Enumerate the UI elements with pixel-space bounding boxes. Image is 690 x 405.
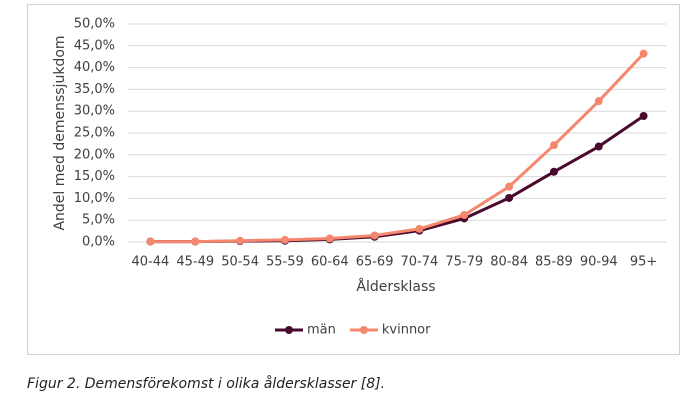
y-tick-label: 30,0% [74, 104, 115, 119]
series-line [150, 52, 645, 244]
data-point [549, 141, 558, 150]
x-tick-label: 65-69 [356, 255, 394, 270]
data-point [280, 235, 289, 244]
x-tick-label: 75-79 [445, 255, 483, 270]
data-point [639, 49, 648, 58]
legend-label: män [307, 323, 336, 338]
series-line [150, 114, 645, 244]
y-tick-label: 25,0% [74, 126, 115, 141]
data-point [505, 193, 514, 202]
y-tick-label: 35,0% [74, 82, 115, 97]
caption: Figur 2. Demensförekomst i olika åldersk… [27, 375, 385, 392]
x-tick-label: 80-84 [490, 255, 528, 270]
chart-frame [27, 4, 680, 355]
y-tick-label: 50,0% [74, 17, 115, 32]
y-tick-label: 40,0% [74, 60, 115, 75]
x-tick-label: 60-64 [311, 255, 349, 270]
x-tick-label: 40-44 [132, 255, 170, 270]
y-tick-label: 10,0% [74, 191, 115, 206]
x-axis-title: Åldersklass [356, 278, 435, 295]
data-point [460, 210, 469, 219]
legend-label: kvinnor [382, 323, 431, 338]
legend-marker [359, 326, 368, 334]
data-point [236, 236, 245, 245]
x-tick-label: 70-74 [401, 255, 439, 270]
data-point [415, 224, 424, 233]
data-point [325, 234, 334, 243]
data-point [146, 237, 155, 246]
data-point [639, 111, 648, 120]
y-tick-label: 5,0% [82, 213, 115, 228]
data-point [549, 167, 558, 176]
data-point [505, 182, 514, 191]
y-axis-title: Andel med demenssjukdom [52, 35, 68, 230]
y-tick-label: 45,0% [74, 38, 115, 53]
y-tick-label: 20,0% [74, 147, 115, 162]
data-point [594, 97, 603, 106]
x-tick-label: 45-49 [176, 255, 214, 270]
data-point [370, 231, 379, 240]
x-tick-label: 90-94 [580, 255, 618, 270]
data-point [191, 237, 200, 246]
x-tick-label: 95+ [630, 255, 657, 270]
x-tick-label: 85-89 [535, 255, 573, 270]
data-point [594, 142, 603, 151]
y-tick-label: 0,0% [82, 235, 115, 250]
legend-marker [285, 326, 293, 334]
y-tick-label: 15,0% [74, 169, 115, 184]
x-tick-label: 50-54 [221, 255, 259, 270]
x-tick-label: 55-59 [266, 255, 304, 270]
